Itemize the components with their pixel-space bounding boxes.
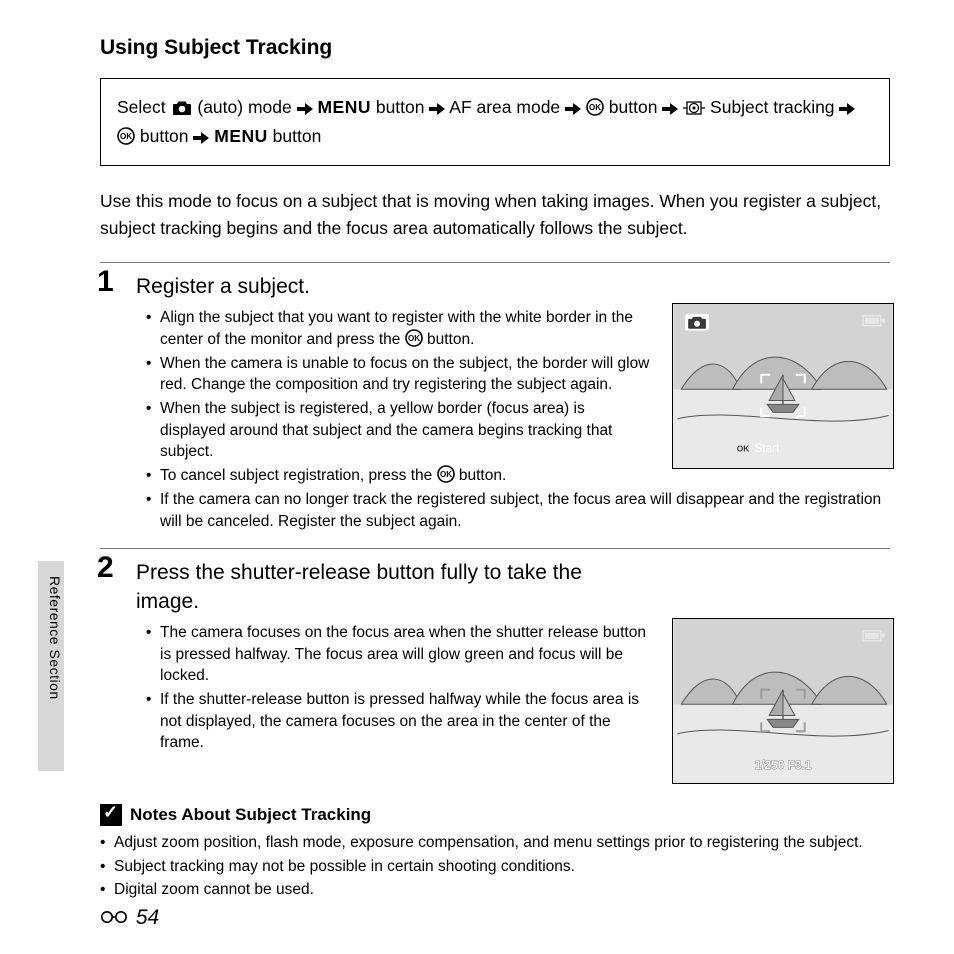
navigation-path-box: Select (auto) mode MENU button AF area m… [100, 78, 890, 166]
list-item: Subject tracking may not be possible in … [100, 856, 890, 878]
svg-text:OK: OK [737, 444, 750, 454]
svg-text:Start: Start [754, 442, 780, 456]
menu-label: MENU [317, 97, 371, 117]
step-body: 1/250 F3.1 The camera focuses on the focu… [146, 622, 890, 782]
step: 2 Press the shutter-release button fully … [100, 548, 890, 796]
arrow-right-icon [429, 102, 445, 116]
camera-screen: OK Start [672, 303, 894, 469]
svg-text:OK: OK [440, 470, 452, 479]
svg-text:OK: OK [589, 103, 601, 112]
subject-tracking-icon [683, 100, 705, 116]
page-icon [100, 906, 134, 929]
svg-text:OK: OK [408, 334, 420, 343]
menu-label: MENU [214, 126, 268, 146]
page-number: 54 [100, 906, 159, 930]
list-item: Align the subject that you want to regis… [146, 307, 652, 350]
page-title: Using Subject Tracking [100, 36, 890, 60]
ok-button-icon: OK [586, 98, 604, 116]
check-icon [100, 804, 122, 826]
nav-path-content: Select (auto) mode MENU button AF area m… [117, 97, 855, 146]
camera-screen: 1/250 F3.1 [672, 618, 894, 784]
step-title: Press the shutter-release button fully t… [136, 559, 890, 616]
list-item: When the camera is unable to focus on th… [146, 353, 652, 396]
notes-list: Adjust zoom position, flash mode, exposu… [100, 832, 890, 901]
list-item: If the camera can no longer track the re… [146, 489, 890, 532]
list-item: If the shutter-release button is pressed… [146, 689, 652, 754]
step-number: 2 [97, 551, 114, 585]
step-body-wide: If the camera can no longer track the re… [146, 489, 890, 532]
svg-text:OK: OK [120, 132, 132, 141]
arrow-right-icon [662, 102, 678, 116]
ok-button-icon: OK [117, 127, 135, 145]
step: 1 Register a subject. OK Start Align the sub… [100, 262, 890, 548]
notes-section: Notes About Subject Tracking Adjust zoom… [100, 804, 890, 901]
step-number: 1 [97, 265, 114, 299]
notes-title: Notes About Subject Tracking [130, 805, 371, 825]
ok-button-icon: OK [405, 329, 423, 347]
camera-icon [171, 100, 193, 116]
ok-button-icon: OK [437, 465, 455, 483]
bullet-list: If the camera can no longer track the re… [146, 489, 890, 532]
list-item: Digital zoom cannot be used. [100, 879, 890, 901]
sidebar-label: Reference Section [47, 576, 63, 700]
arrow-right-icon [193, 131, 209, 145]
bullet-list: The camera focuses on the focus area whe… [146, 622, 652, 754]
arrow-right-icon [565, 102, 581, 116]
arrow-right-icon [839, 102, 855, 116]
list-item: When the subject is registered, a yellow… [146, 398, 652, 463]
list-item: Adjust zoom position, flash mode, exposu… [100, 832, 890, 854]
arrow-right-icon [297, 102, 313, 116]
intro-paragraph: Use this mode to focus on a subject that… [100, 188, 890, 242]
step-body: OK Start Align the subject that you want t… [146, 307, 890, 487]
svg-text:1/250 F3.1: 1/250 F3.1 [755, 758, 812, 772]
step-title: Register a subject. [136, 273, 890, 301]
bullet-list: Align the subject that you want to regis… [146, 307, 652, 487]
list-item: The camera focuses on the focus area whe… [146, 622, 652, 687]
list-item: To cancel subject registration, press th… [146, 465, 652, 487]
